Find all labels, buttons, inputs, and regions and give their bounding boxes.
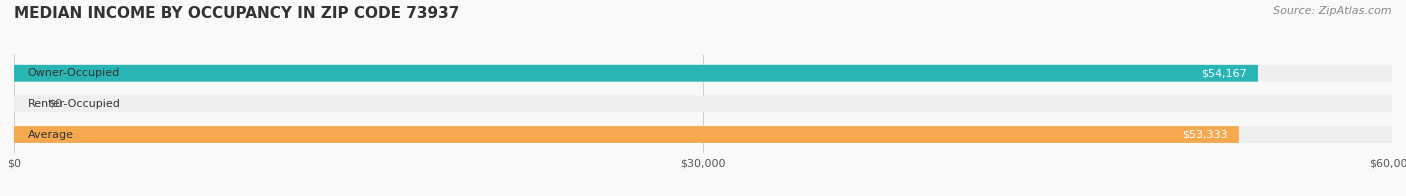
FancyBboxPatch shape — [14, 65, 1392, 82]
Text: Owner-Occupied: Owner-Occupied — [28, 68, 120, 78]
Text: $54,167: $54,167 — [1201, 68, 1247, 78]
Text: MEDIAN INCOME BY OCCUPANCY IN ZIP CODE 73937: MEDIAN INCOME BY OCCUPANCY IN ZIP CODE 7… — [14, 6, 460, 21]
Text: Average: Average — [28, 130, 75, 140]
Text: $53,333: $53,333 — [1182, 130, 1227, 140]
Text: $0: $0 — [48, 99, 62, 109]
FancyBboxPatch shape — [14, 126, 1239, 143]
FancyBboxPatch shape — [14, 65, 1258, 82]
Text: Source: ZipAtlas.com: Source: ZipAtlas.com — [1274, 6, 1392, 16]
Text: Renter-Occupied: Renter-Occupied — [28, 99, 121, 109]
FancyBboxPatch shape — [14, 95, 1392, 112]
FancyBboxPatch shape — [14, 126, 1392, 143]
